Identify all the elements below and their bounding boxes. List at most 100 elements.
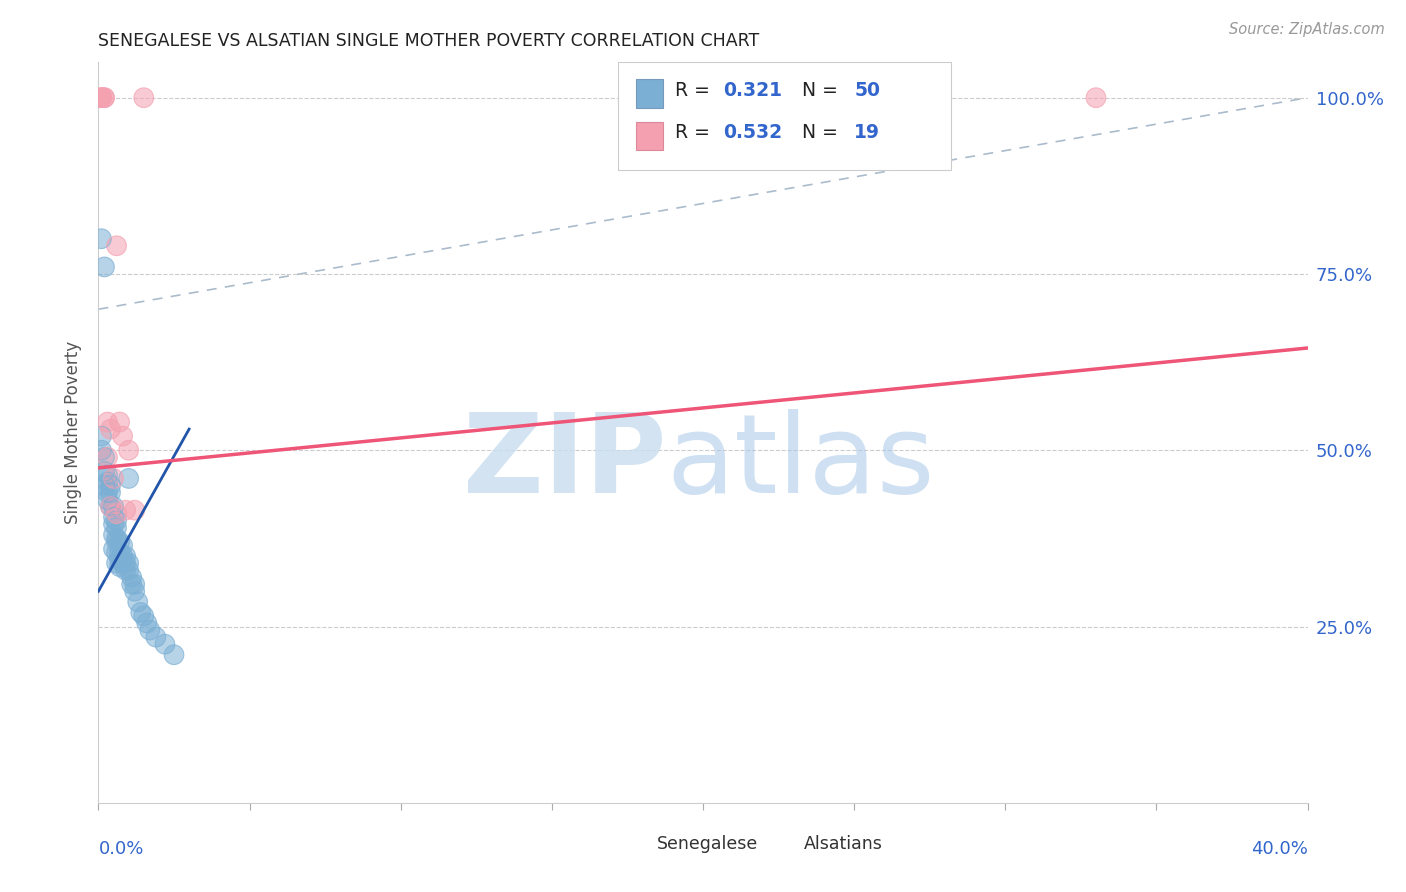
Text: 0.532: 0.532: [724, 123, 783, 143]
Point: [121, 570, 143, 584]
Point: [103, 528, 125, 542]
Point: [139, 623, 162, 637]
Point: [100, 485, 122, 500]
Point: [111, 556, 134, 570]
Point: [139, 623, 162, 637]
Point: [114, 563, 136, 577]
Text: R =: R =: [675, 81, 716, 100]
Point: [93, 91, 115, 105]
Y-axis label: Single Mother Poverty: Single Mother Poverty: [65, 341, 83, 524]
Point: [100, 422, 122, 436]
Text: R =: R =: [675, 123, 716, 143]
Point: [114, 556, 136, 570]
Point: [118, 563, 141, 577]
Point: [96, 450, 118, 465]
Point: [111, 429, 134, 443]
Point: [111, 538, 134, 552]
Point: [93, 464, 115, 478]
Point: [105, 239, 128, 253]
Text: atlas: atlas: [666, 409, 935, 516]
Point: [105, 514, 128, 528]
Point: [105, 532, 128, 546]
Point: [93, 260, 115, 274]
Bar: [637, 79, 664, 108]
Point: [153, 637, 176, 651]
Point: [100, 500, 122, 514]
Point: [114, 549, 136, 563]
Point: [108, 535, 131, 549]
Point: [105, 507, 128, 521]
Point: [124, 584, 146, 599]
Point: [96, 485, 118, 500]
Point: [90, 443, 112, 458]
Point: [114, 556, 136, 570]
Point: [132, 609, 155, 624]
Point: [90, 443, 112, 458]
Point: [93, 464, 115, 478]
Text: Alsatians: Alsatians: [803, 835, 882, 853]
Point: [118, 471, 141, 485]
Point: [103, 517, 125, 532]
Point: [103, 500, 125, 514]
Text: 0.321: 0.321: [724, 81, 783, 100]
Point: [111, 549, 134, 563]
Point: [105, 545, 128, 559]
Point: [90, 91, 112, 105]
Point: [100, 485, 122, 500]
Point: [105, 556, 128, 570]
Point: [90, 429, 112, 443]
Point: [100, 500, 122, 514]
Point: [93, 450, 115, 465]
Point: [108, 545, 131, 559]
Point: [108, 559, 131, 574]
Text: N =: N =: [803, 123, 844, 143]
Text: 19: 19: [855, 123, 880, 143]
Point: [1085, 91, 1108, 105]
Point: [153, 637, 176, 651]
Bar: [637, 121, 664, 150]
Point: [105, 532, 128, 546]
Point: [90, 91, 112, 105]
Point: [108, 545, 131, 559]
Point: [100, 500, 122, 514]
Point: [132, 609, 155, 624]
Point: [96, 475, 118, 489]
Point: [103, 541, 125, 556]
Text: ZIP: ZIP: [464, 409, 666, 516]
Point: [121, 577, 143, 591]
Point: [124, 503, 146, 517]
Point: [105, 514, 128, 528]
Point: [111, 556, 134, 570]
Point: [108, 415, 131, 429]
Point: [145, 630, 167, 644]
Text: 50: 50: [855, 81, 880, 100]
Point: [103, 510, 125, 524]
Point: [100, 422, 122, 436]
Point: [103, 528, 125, 542]
Point: [105, 521, 128, 535]
Point: [96, 492, 118, 507]
Point: [121, 577, 143, 591]
Point: [108, 559, 131, 574]
Point: [135, 615, 157, 630]
Point: [96, 475, 118, 489]
Point: [118, 443, 141, 458]
Point: [145, 630, 167, 644]
Point: [132, 91, 155, 105]
Point: [93, 450, 115, 465]
Point: [114, 563, 136, 577]
Point: [96, 467, 118, 482]
Point: [105, 535, 128, 549]
Text: Senegalese: Senegalese: [657, 835, 758, 853]
Point: [90, 91, 112, 105]
Point: [103, 471, 125, 485]
Point: [96, 492, 118, 507]
Point: [135, 615, 157, 630]
Text: 0.0%: 0.0%: [98, 840, 143, 858]
Point: [103, 517, 125, 532]
Point: [108, 552, 131, 566]
Point: [90, 232, 112, 246]
Point: [105, 521, 128, 535]
Point: [93, 91, 115, 105]
Point: [93, 478, 115, 492]
